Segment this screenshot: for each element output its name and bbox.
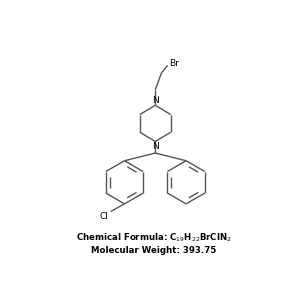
Text: N: N <box>152 95 159 104</box>
Text: N: N <box>152 142 159 151</box>
Text: Cl: Cl <box>99 212 108 221</box>
Text: Molecular Weight: 393.75: Molecular Weight: 393.75 <box>91 246 216 255</box>
Text: Chemical Formula: C$_{19}$H$_{22}$BrClN$_{2}$: Chemical Formula: C$_{19}$H$_{22}$BrClN$… <box>76 232 232 244</box>
Text: Br: Br <box>169 59 179 68</box>
